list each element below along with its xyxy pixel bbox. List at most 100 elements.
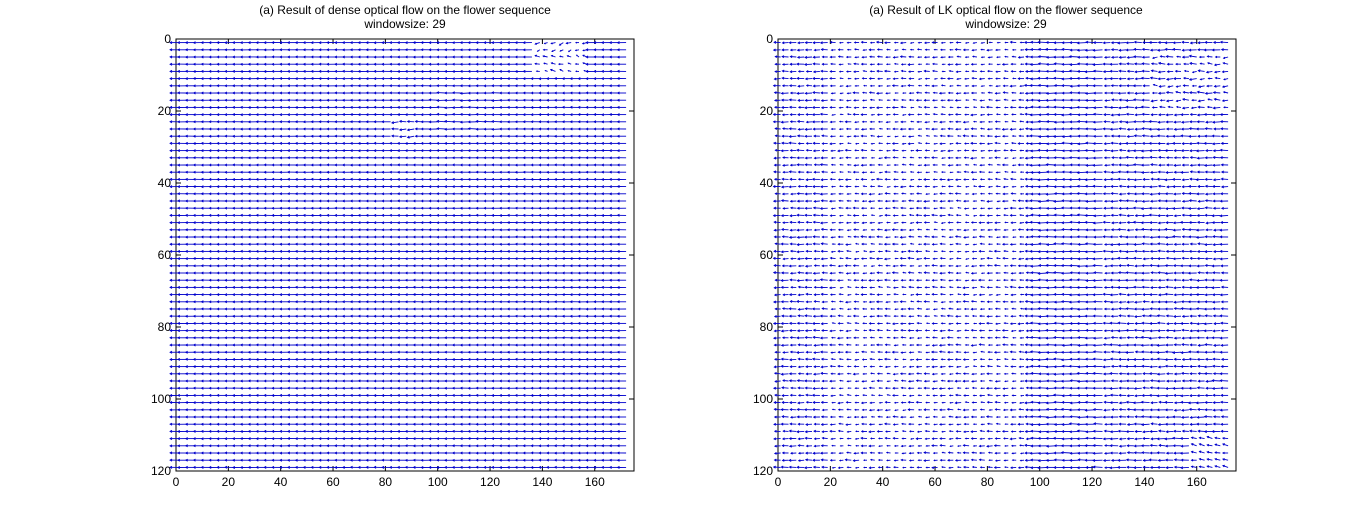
left-flow-arrow-head xyxy=(247,134,251,138)
left-flow-arrow-head xyxy=(192,91,196,95)
left-flow-arrow-head xyxy=(499,113,502,117)
left-flow-arrow-head xyxy=(436,141,440,145)
left-flow-arrow-head xyxy=(389,41,393,45)
left-flow-arrow-head xyxy=(184,41,188,45)
left-flow-arrow-head xyxy=(373,84,377,88)
left-flow-arrow-head xyxy=(491,99,495,103)
left-flow-arrow-head xyxy=(279,149,283,153)
left-flow-arrow-head xyxy=(412,149,416,153)
left-flow-arrow-head xyxy=(561,127,565,131)
left-flow-arrow-head xyxy=(491,127,495,131)
left-flow-arrow-head xyxy=(224,120,228,124)
left-flow-arrow-head xyxy=(247,127,251,131)
left-flow-arrow-head xyxy=(373,77,377,81)
left-flow-arrow-head xyxy=(577,77,581,81)
left-flow-arrow-head xyxy=(247,141,251,145)
left-flow-arrow-head xyxy=(208,48,212,52)
left-flow-arrow xyxy=(460,99,470,102)
left-flow-arrow-head xyxy=(318,69,322,73)
left-flow-arrow-head xyxy=(459,91,463,95)
left-flow-arrow-head xyxy=(302,77,306,81)
left-flow-arrow-head xyxy=(255,120,259,124)
left-flow-arrow-head xyxy=(389,69,393,73)
left-flow-arrow-head xyxy=(574,63,577,65)
left-flow-arrow-head xyxy=(530,98,534,102)
left-flow-arrow-head xyxy=(177,62,181,66)
left-flow-arrow-head xyxy=(553,120,557,124)
left-flow-arrow-head xyxy=(396,113,400,117)
left-flow-arrow-head xyxy=(396,105,400,109)
left-flow-arrow-head xyxy=(412,91,416,95)
left-flow-arrow-head xyxy=(459,99,463,103)
left-flow-arrow-head xyxy=(451,84,455,88)
left-flow-arrow-head xyxy=(381,141,385,145)
left-flow-arrow-head xyxy=(593,127,597,131)
left-flow-arrow-head xyxy=(389,98,393,102)
left-flow-arrow-head xyxy=(436,127,440,131)
left-flow-arrow-head xyxy=(389,84,393,88)
left-flow-arrow-head xyxy=(224,41,228,45)
left-flow-arrow-head xyxy=(208,55,212,59)
left-flow-arrow-head xyxy=(341,149,345,153)
left-flow-arrow-head xyxy=(326,98,330,102)
left-flow-arrow-head xyxy=(483,120,487,124)
left-flow-arrow-head xyxy=(208,62,212,66)
left-flow-arrow-head xyxy=(436,48,440,52)
left-quiver-field xyxy=(169,41,627,469)
left-flow-arrow-head xyxy=(334,120,338,124)
left-flow-arrow-head xyxy=(406,128,410,132)
left-flow-arrow-head xyxy=(318,91,322,95)
left-flow-arrow-head xyxy=(365,120,369,124)
left-flow-arrow-head xyxy=(310,84,314,88)
left-y-tick-label: 0 xyxy=(164,32,171,46)
left-flow-arrow-head xyxy=(608,77,612,81)
left-flow-arrow-head xyxy=(506,55,510,59)
left-flow-arrow-head xyxy=(444,134,448,138)
left-flow-arrow-head xyxy=(200,98,204,102)
left-flow-arrow-head xyxy=(279,69,283,73)
left-flow-arrow-head xyxy=(559,69,562,71)
left-flow-arrow-head xyxy=(444,149,448,152)
left-flow-arrow-head xyxy=(271,77,275,81)
left-flow-arrow-head xyxy=(184,84,188,88)
left-flow-arrow-head xyxy=(357,91,361,95)
left-flow-arrow-head xyxy=(271,120,275,124)
left-flow-arrow-head xyxy=(334,77,338,81)
left-flow-arrow-head xyxy=(365,84,369,88)
left-flow-arrow-head xyxy=(263,149,267,153)
left-flow-arrow-head xyxy=(334,84,338,88)
left-flow-arrow-head xyxy=(208,91,212,95)
left-flow-arrow-head xyxy=(177,91,181,95)
left-flow-arrow-head xyxy=(255,62,259,66)
left-flow-arrow-head xyxy=(184,77,188,81)
left-flow-arrow-head xyxy=(255,77,259,80)
left-flow-arrow-head xyxy=(506,77,510,81)
left-flow-arrow-head xyxy=(326,62,330,66)
left-flow-arrow-head xyxy=(428,149,432,153)
left-flow-arrow-head xyxy=(585,48,589,52)
left-flow-arrow-head xyxy=(436,112,440,116)
left-flow-arrow-head xyxy=(459,149,463,153)
left-plot: 0 20 40 60 80 100 120 140 160 0 20 40 60 80 100 120 xyxy=(151,32,635,489)
left-flow-arrow-head xyxy=(459,55,463,59)
left-flow-arrow-head xyxy=(491,91,495,95)
left-flow-arrow-head xyxy=(585,62,589,66)
left-flow-arrow-head xyxy=(255,134,259,138)
left-flow-arrow-head xyxy=(451,98,455,102)
left-flow-arrow-head xyxy=(247,69,251,73)
left-flow-arrow-head xyxy=(349,77,353,81)
left-flow-arrow-head xyxy=(255,149,259,153)
left-flow-arrow xyxy=(437,120,446,123)
left-flow-arrow-head xyxy=(192,142,196,145)
left-flow-arrow-head xyxy=(310,48,314,52)
left-flow-arrow-head xyxy=(310,134,314,138)
left-flow-arrow-head xyxy=(436,77,440,80)
left-flow-arrow-head xyxy=(616,84,620,88)
left-flow-arrow-head xyxy=(200,105,204,109)
left-flow-arrow-head xyxy=(558,43,562,46)
left-flow-arrow-head xyxy=(593,55,597,59)
left-flow-arrow-head xyxy=(467,91,471,95)
left-flow-arrow-head xyxy=(530,106,534,109)
left-flow-arrow xyxy=(476,120,485,123)
